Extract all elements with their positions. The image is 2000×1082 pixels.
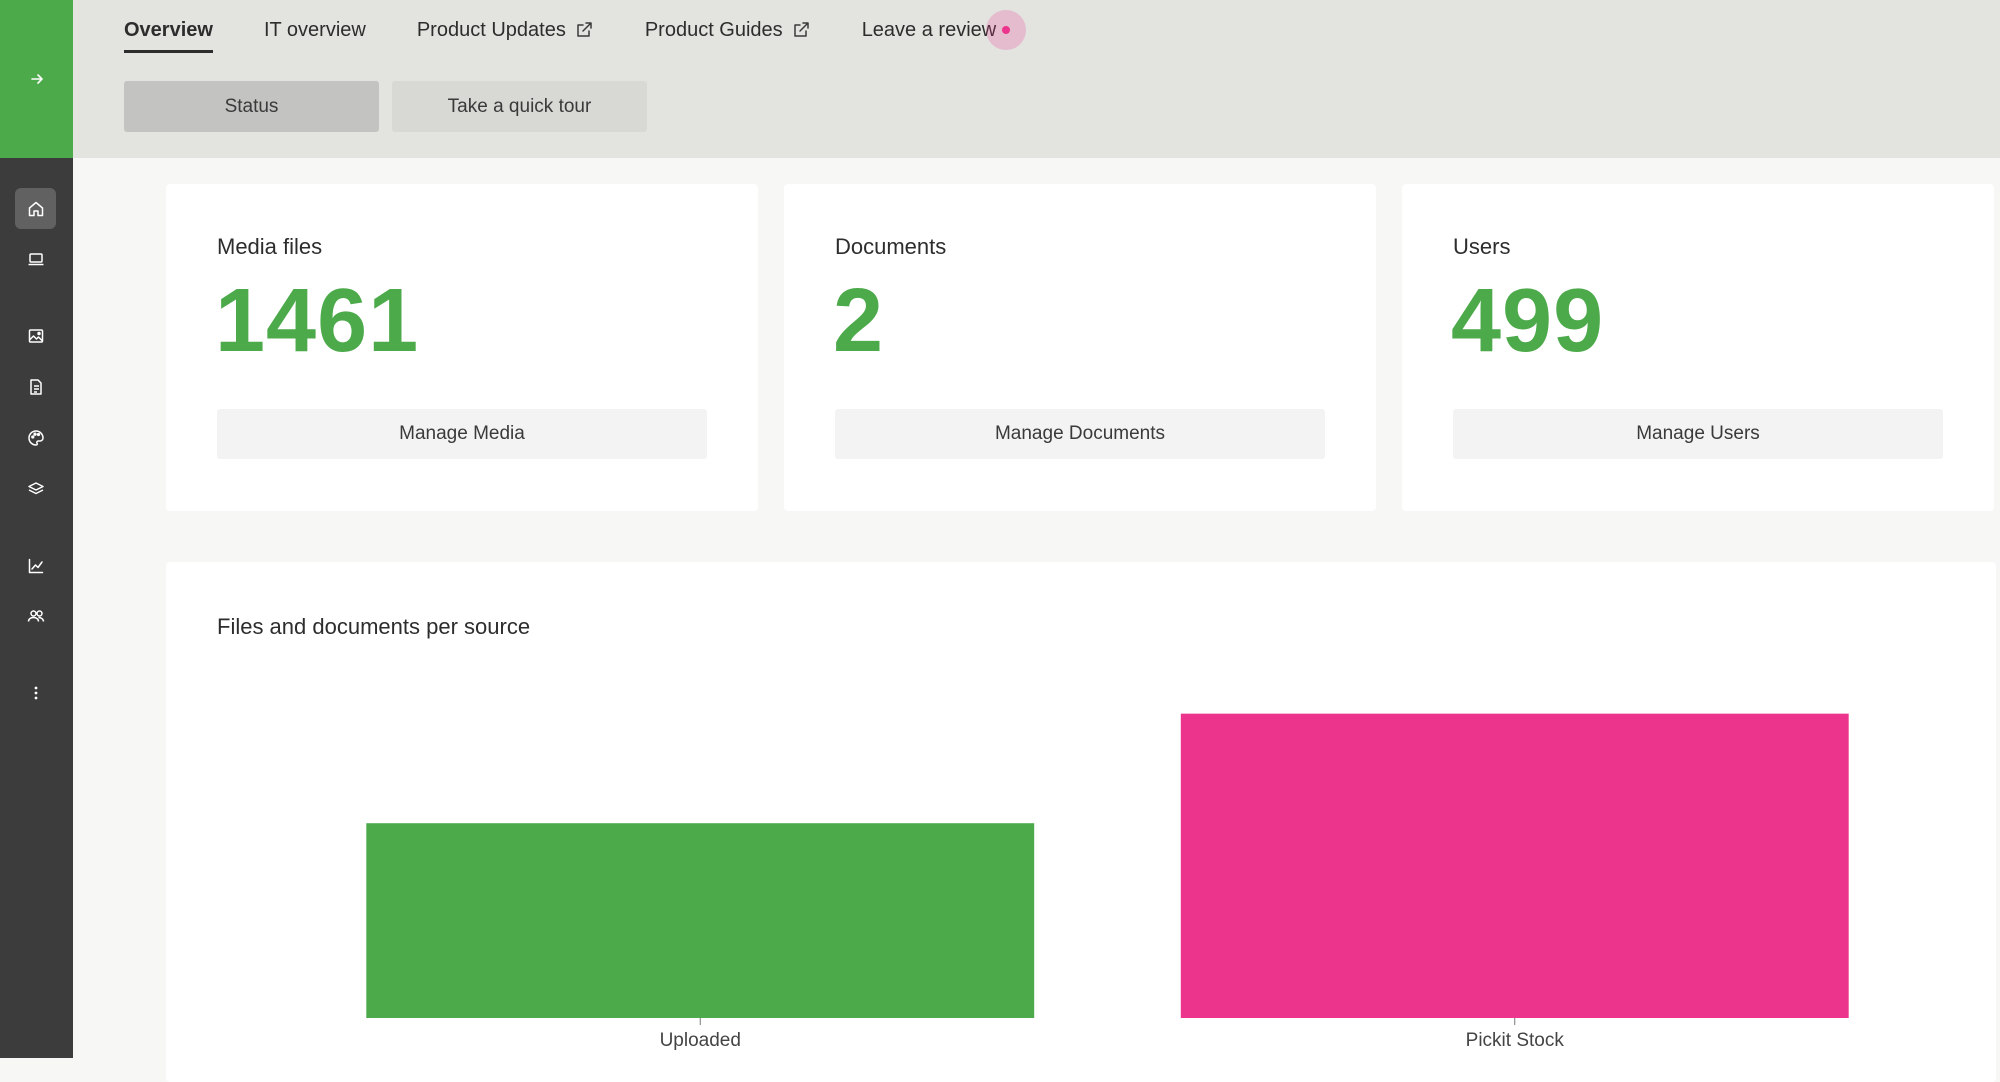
stat-card-documents: Documents 2 Manage Documents [784,184,1376,511]
sidebar-item-documents[interactable] [15,366,56,407]
header: Overview IT overview Product Updates Pro… [73,0,2000,158]
stat-title: Users [1453,234,1511,259]
x-tick-label: Uploaded [660,1030,741,1051]
sidebar-item-home[interactable] [15,188,56,229]
stat-card-users: Users 499 Manage Users [1402,184,1994,511]
sidebar-item-media[interactable] [15,315,56,356]
tab-label: Leave a review [861,18,997,41]
chart-card: Files and documents per source Uploaded P… [166,562,1996,1082]
bar-pickit-stock[interactable] [1180,713,1849,1018]
tab-label: Product Updates [416,18,566,41]
tab-leave-review[interactable]: Leave a review [862,0,1027,60]
sidebar-item-analytics[interactable] [15,545,56,586]
home-icon [28,201,43,216]
image-icon [28,328,43,343]
external-link-icon [793,22,809,37]
sidebar-expand-button[interactable] [0,0,73,158]
tab-product-guides[interactable]: Product Guides [645,0,811,60]
stat-title: Documents [835,234,947,259]
stat-card-media: Media files 1461 Manage Media [166,184,758,511]
status-button[interactable]: Status [124,81,379,132]
tab-label: IT overview [263,18,366,41]
sidebar-item-users[interactable] [15,595,56,636]
arrow-right-icon [30,74,43,84]
document-icon [29,378,42,395]
sidebar-item-devices[interactable] [15,238,56,279]
stat-title: Media files [217,234,323,259]
bar-uploaded[interactable] [366,823,1035,1018]
stat-value: 2 [833,271,885,371]
stat-value: 1461 [215,271,420,371]
tab-it-overview[interactable]: IT overview [264,0,366,60]
manage-documents-button[interactable]: Manage Documents [835,409,1325,459]
x-tick-label: Pickit Stock [1466,1030,1565,1051]
external-link-icon [577,22,592,37]
notification-badge [986,10,1027,50]
quick-tour-button[interactable]: Take a quick tour [392,81,647,132]
manage-users-button[interactable]: Manage Users [1453,409,1943,459]
tab-bar: Overview IT overview Product Updates Pro… [124,0,1077,60]
notification-dot-icon [1002,26,1011,34]
more-vertical-icon [34,686,37,699]
laptop-icon [28,252,43,265]
bar-chart: Uploaded Pickit Stock [366,713,1849,1051]
manage-media-button[interactable]: Manage Media [217,409,707,459]
tab-overview[interactable]: Overview [124,0,213,60]
tab-label: Product Guides [644,18,783,41]
chart-icon [28,558,43,573]
sidebar-item-layers[interactable] [15,468,56,509]
users-icon [27,609,44,622]
tab-label: Overview [124,18,213,41]
tab-product-updates[interactable]: Product Updates [417,0,594,60]
layers-icon [27,481,44,494]
palette-icon [27,429,44,446]
sidebar [0,0,73,1058]
sidebar-item-more[interactable] [15,672,56,713]
chart-title: Files and documents per source [217,614,531,639]
stat-value: 499 [1451,271,1605,371]
sidebar-item-brand[interactable] [15,417,56,458]
